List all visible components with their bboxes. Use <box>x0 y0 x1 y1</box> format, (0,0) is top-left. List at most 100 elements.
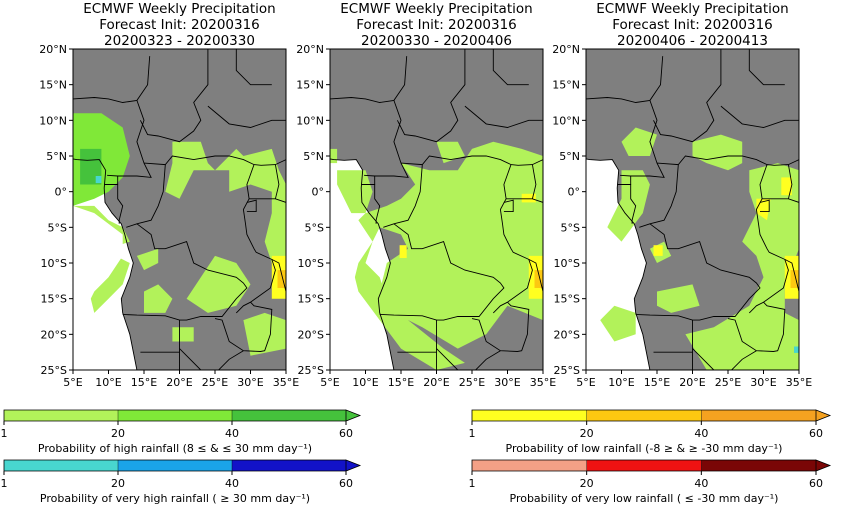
x-tick-label: 15°E <box>131 376 157 389</box>
y-tick-label: 5°S <box>561 221 580 234</box>
y-tick-label: 15°S <box>298 293 324 306</box>
country-border <box>639 164 679 228</box>
country-border <box>214 301 273 352</box>
country-border <box>748 49 785 86</box>
y-tick-label: 20°N <box>296 43 324 56</box>
colorbar-extend-arrow <box>345 409 362 422</box>
probability-region-low-1-20 <box>781 177 792 196</box>
y-tick-label: 10°N <box>552 114 580 127</box>
y-tick-label: 5°N <box>46 150 67 163</box>
y-tick-label: 20°N <box>552 43 580 56</box>
x-tick-label: 20°E <box>679 376 705 389</box>
probability-region-high-1-20 <box>243 312 286 356</box>
colorbar-4: 1 20 40 60 Probability of very low rainfall … <box>469 459 832 505</box>
colorbar-tick-label: 1 <box>469 477 476 490</box>
x-tick-label: 10°E <box>608 376 634 389</box>
country-border <box>330 56 408 103</box>
x-tick-label: 25°E <box>715 376 741 389</box>
map-title-line: ECMWF Weekly Precipitation <box>596 1 788 17</box>
colorbar-tick-label: 20 <box>580 477 594 490</box>
country-border <box>139 49 209 143</box>
country-border <box>235 49 272 86</box>
probability-region-high-1-20 <box>337 170 373 214</box>
country-border <box>748 164 789 314</box>
y-tick-label: 0° <box>568 186 581 199</box>
x-tick-label: 35°E <box>786 376 812 389</box>
colorbar-extend-arrow <box>815 409 832 422</box>
colorbars: 1 20 40 60 Probability of high rainfall (8 ≤… <box>1 409 832 505</box>
x-tick-label: 5°E <box>63 376 82 389</box>
y-tick-label: 15°N <box>296 79 324 92</box>
country-border <box>784 258 799 292</box>
colorbar-label: Probability of high rainfall (8 ≤ & ≤ 30… <box>38 442 312 455</box>
probability-region-high-1-20 <box>621 127 657 156</box>
colorbar-frame <box>471 459 816 472</box>
y-tick-label: 0° <box>55 186 68 199</box>
colorbar-segment <box>586 460 702 471</box>
probability-region-high-1-20 <box>136 248 159 271</box>
country-border <box>692 348 757 370</box>
colorbar-tick-label: 1 <box>1 427 8 440</box>
colorbar-tick-label: 40 <box>694 427 708 440</box>
country-border <box>73 56 151 103</box>
country-border <box>436 348 501 370</box>
colorbar-segment <box>232 460 346 471</box>
colorbar-tick-label: 1 <box>1 477 8 490</box>
country-border <box>492 164 533 314</box>
y-tick-label: 15°N <box>39 79 67 92</box>
colorbar-tick-label: 40 <box>225 427 239 440</box>
probability-region-high-1-20 <box>186 255 251 313</box>
x-tick-label: 20°E <box>423 376 449 389</box>
y-tick-label: 10°S <box>298 257 324 270</box>
x-tick-label: 5°E <box>320 376 339 389</box>
probability-region-high-1-20 <box>172 327 194 342</box>
country-border <box>400 155 543 166</box>
y-tick-label: 20°S <box>41 328 67 341</box>
colorbar-tick-label: 40 <box>225 477 239 490</box>
map-content <box>73 49 286 370</box>
country-border <box>179 348 244 370</box>
x-tick-label: 35°E <box>530 376 556 389</box>
x-tick-label: 30°E <box>750 376 776 389</box>
coastline <box>73 49 286 370</box>
y-tick-label: 20°N <box>39 43 67 56</box>
probability-region-low-1-20 <box>399 245 407 258</box>
country-border <box>656 155 799 166</box>
colorbar-segment <box>472 410 587 421</box>
x-tick-label: 25°E <box>459 376 485 389</box>
country-border <box>374 184 381 224</box>
country-border <box>630 184 637 224</box>
probability-region-white <box>73 205 123 370</box>
probability-region-high-1-20 <box>351 141 543 370</box>
country-border <box>246 199 257 213</box>
map-content <box>330 49 543 370</box>
colorbar-frame <box>471 409 816 422</box>
map-title-line: ECMWF Weekly Precipitation <box>83 1 275 17</box>
x-tick-label: 15°E <box>644 376 670 389</box>
y-tick-label: 5°N <box>303 150 324 163</box>
colorbar-label: Probability of low rainfall (-8 ≥ & ≥ -3… <box>506 442 783 455</box>
x-tick-label: 25°E <box>202 376 228 389</box>
x-tick-label: 30°E <box>494 376 520 389</box>
probability-region-veryhigh-1-20 <box>95 176 102 184</box>
country-border <box>126 164 166 228</box>
country-border <box>492 49 529 86</box>
colorbar-extend-arrow <box>345 459 362 472</box>
map-title-line: 20200330 - 20200406 <box>361 33 512 49</box>
map-title-line: ECMWF Weekly Precipitation <box>340 1 532 17</box>
colorbar-3: 1 20 40 60 Probability of low rainfall (-8 ≥… <box>469 409 832 455</box>
country-border <box>207 105 286 128</box>
country-border <box>396 49 466 143</box>
colorbar-label: Probability of very high rainfall ( ≥ 30… <box>40 492 310 505</box>
colorbar-tick-label: 60 <box>339 427 353 440</box>
colorbar-segment <box>4 460 118 471</box>
country-border <box>531 164 537 199</box>
probability-region-high-40-60 <box>80 148 102 185</box>
country-border <box>364 100 409 178</box>
colorbar-label: Probability of very low rainfall ( ≤ -30… <box>510 492 779 505</box>
country-border <box>143 155 286 166</box>
colorbar-segment <box>701 460 816 471</box>
